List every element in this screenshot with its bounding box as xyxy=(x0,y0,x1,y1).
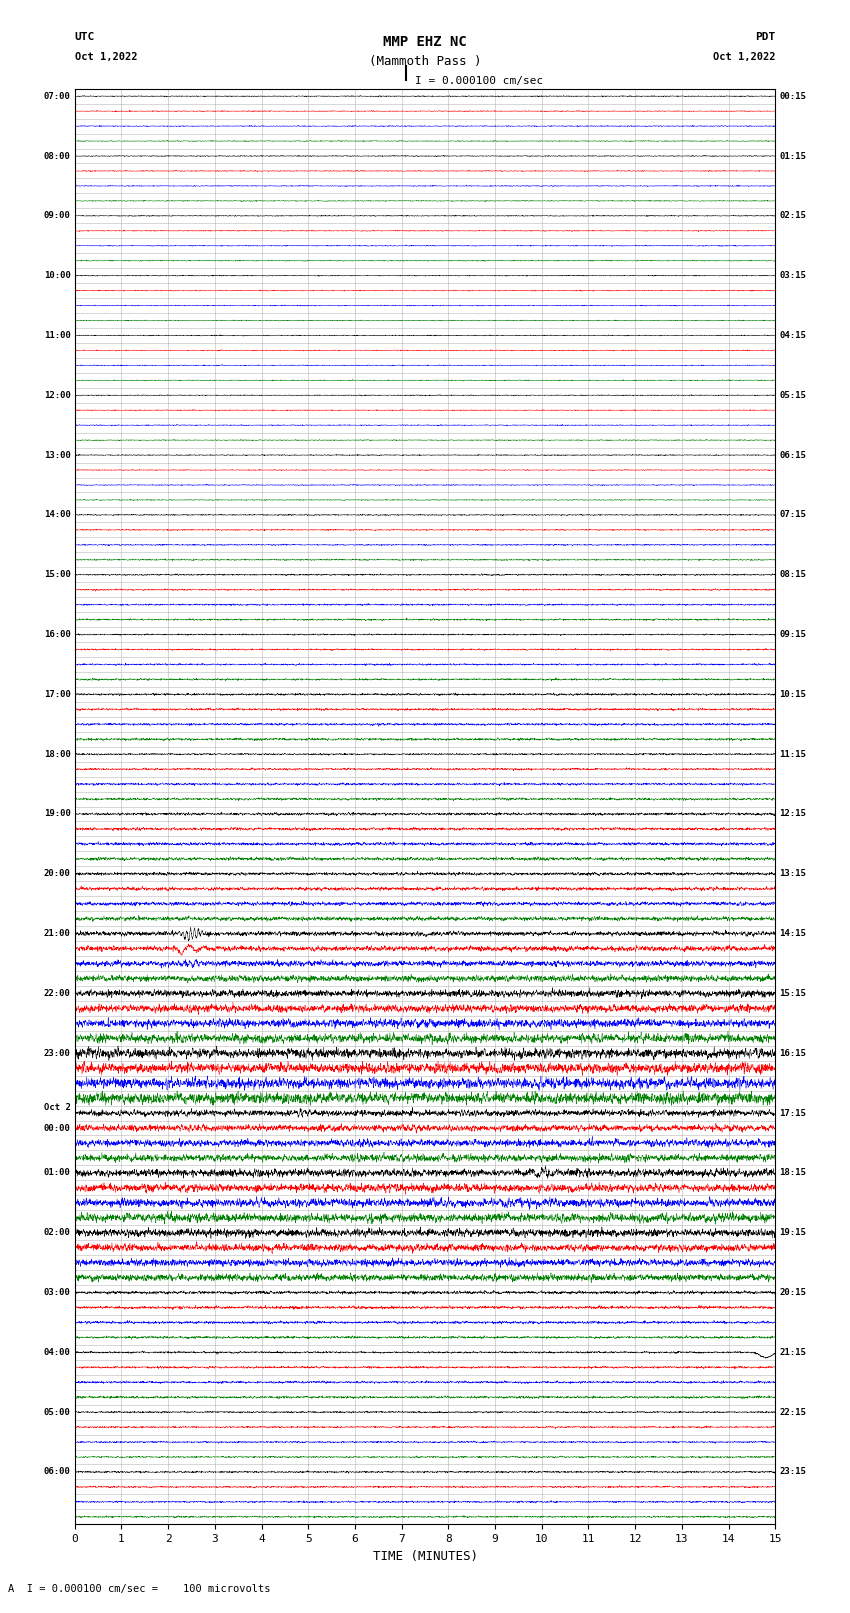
Text: 22:00: 22:00 xyxy=(43,989,71,998)
Text: 03:15: 03:15 xyxy=(779,271,807,281)
X-axis label: TIME (MINUTES): TIME (MINUTES) xyxy=(372,1550,478,1563)
Text: UTC: UTC xyxy=(75,32,95,42)
Text: 20:00: 20:00 xyxy=(43,869,71,879)
Text: 02:15: 02:15 xyxy=(779,211,807,221)
Text: 21:15: 21:15 xyxy=(779,1348,807,1357)
Text: 15:15: 15:15 xyxy=(779,989,807,998)
Text: 08:15: 08:15 xyxy=(779,571,807,579)
Text: 21:00: 21:00 xyxy=(43,929,71,939)
Text: A  I = 0.000100 cm/sec =    100 microvolts: A I = 0.000100 cm/sec = 100 microvolts xyxy=(8,1584,271,1594)
Text: 14:00: 14:00 xyxy=(43,510,71,519)
Text: 01:15: 01:15 xyxy=(779,152,807,161)
Text: 10:15: 10:15 xyxy=(779,690,807,698)
Text: 02:00: 02:00 xyxy=(43,1227,71,1237)
Text: 14:15: 14:15 xyxy=(779,929,807,939)
Text: 09:00: 09:00 xyxy=(43,211,71,221)
Text: 09:15: 09:15 xyxy=(779,631,807,639)
Text: MMP EHZ NC: MMP EHZ NC xyxy=(383,35,467,50)
Text: 18:00: 18:00 xyxy=(43,750,71,758)
Text: PDT: PDT xyxy=(755,32,775,42)
Text: Oct 1,2022: Oct 1,2022 xyxy=(712,52,775,61)
Text: 07:00: 07:00 xyxy=(43,92,71,100)
Text: 12:00: 12:00 xyxy=(43,390,71,400)
Text: 05:00: 05:00 xyxy=(43,1408,71,1416)
Text: 01:00: 01:00 xyxy=(43,1168,71,1177)
Text: 18:15: 18:15 xyxy=(779,1168,807,1177)
Text: 22:15: 22:15 xyxy=(779,1408,807,1416)
Text: 11:15: 11:15 xyxy=(779,750,807,758)
Text: 06:15: 06:15 xyxy=(779,450,807,460)
Text: 13:15: 13:15 xyxy=(779,869,807,879)
Text: 16:15: 16:15 xyxy=(779,1048,807,1058)
Text: 20:15: 20:15 xyxy=(779,1289,807,1297)
Text: 05:15: 05:15 xyxy=(779,390,807,400)
Text: 15:00: 15:00 xyxy=(43,571,71,579)
Text: 04:15: 04:15 xyxy=(779,331,807,340)
Text: 13:00: 13:00 xyxy=(43,450,71,460)
Text: 00:15: 00:15 xyxy=(779,92,807,100)
Text: 06:00: 06:00 xyxy=(43,1468,71,1476)
Text: 11:00: 11:00 xyxy=(43,331,71,340)
Text: 00:00: 00:00 xyxy=(43,1124,71,1132)
Text: 12:15: 12:15 xyxy=(779,810,807,818)
Text: 23:15: 23:15 xyxy=(779,1468,807,1476)
Text: (Mammoth Pass ): (Mammoth Pass ) xyxy=(369,55,481,68)
Text: 07:15: 07:15 xyxy=(779,510,807,519)
Text: I = 0.000100 cm/sec: I = 0.000100 cm/sec xyxy=(415,76,543,85)
Text: 03:00: 03:00 xyxy=(43,1289,71,1297)
Text: Oct 1,2022: Oct 1,2022 xyxy=(75,52,138,61)
Text: Oct 2: Oct 2 xyxy=(43,1103,71,1111)
Text: 23:00: 23:00 xyxy=(43,1048,71,1058)
Text: 19:15: 19:15 xyxy=(779,1227,807,1237)
Text: 16:00: 16:00 xyxy=(43,631,71,639)
Text: 19:00: 19:00 xyxy=(43,810,71,818)
Text: 08:00: 08:00 xyxy=(43,152,71,161)
Text: 17:15: 17:15 xyxy=(779,1108,807,1118)
Text: 17:00: 17:00 xyxy=(43,690,71,698)
Text: 04:00: 04:00 xyxy=(43,1348,71,1357)
Text: 10:00: 10:00 xyxy=(43,271,71,281)
